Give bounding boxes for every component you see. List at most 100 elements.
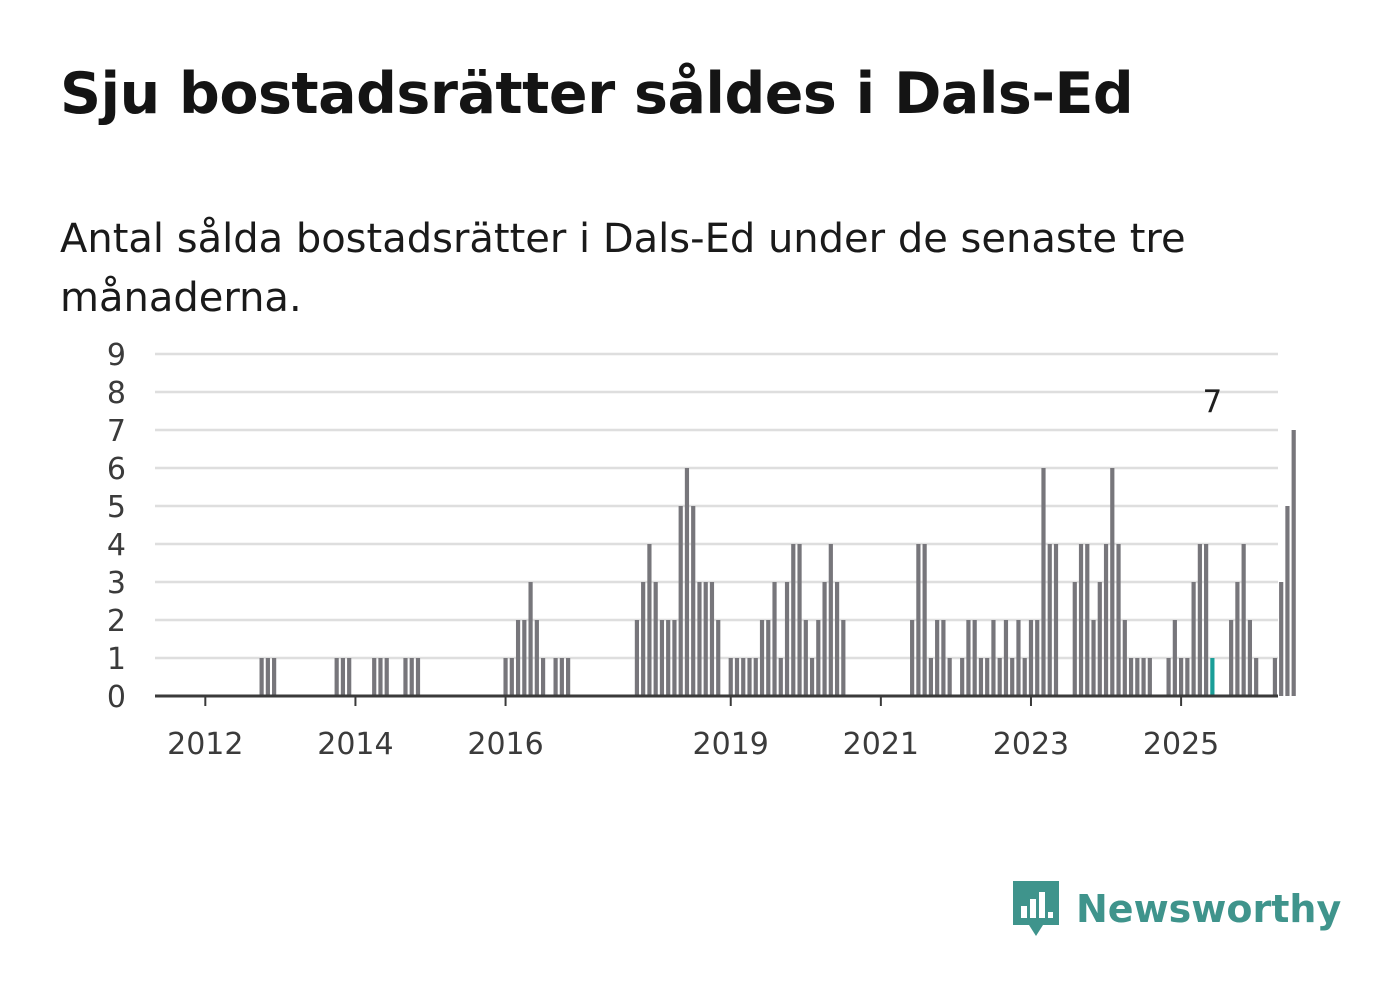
highlight-value-label: 7 [1203, 384, 1223, 420]
bar [566, 658, 571, 696]
bar [540, 658, 546, 696]
bar [1072, 582, 1077, 696]
bar [1035, 620, 1040, 696]
highlight-bar [1210, 658, 1215, 696]
bar [1028, 620, 1034, 696]
bar [559, 658, 564, 696]
bar [1091, 620, 1096, 696]
bar [1147, 658, 1152, 696]
bar [753, 658, 758, 696]
bar [784, 582, 790, 696]
bar [659, 620, 665, 696]
bar [265, 658, 270, 696]
y-tick-label: 7 [107, 414, 126, 449]
bar [828, 544, 833, 696]
x-tick-label: 2012 [167, 727, 243, 762]
bar [1166, 658, 1171, 696]
bar [703, 582, 708, 696]
bar [985, 658, 990, 696]
bar [922, 544, 927, 696]
bar [697, 582, 702, 696]
chart-subtitle: Antal sålda bostadsrätter i Dals-Ed unde… [60, 216, 1186, 321]
bar [716, 620, 721, 696]
bar [691, 506, 696, 696]
bar [403, 658, 408, 696]
x-tick-label: 2016 [467, 727, 543, 762]
bar [1085, 544, 1090, 696]
bar [978, 658, 984, 696]
newsworthy-chat-bars-icon [1013, 881, 1059, 936]
bar [916, 544, 921, 696]
bar [803, 620, 808, 696]
bar [1185, 658, 1190, 696]
bar [1204, 544, 1209, 696]
bar [1229, 620, 1234, 696]
bar [966, 620, 971, 696]
bar [684, 468, 690, 696]
brand-name: Newsworthy [1076, 887, 1342, 931]
bar [509, 658, 514, 696]
bar [960, 658, 965, 696]
bar [709, 582, 715, 696]
bar [1047, 544, 1052, 696]
bar [672, 620, 677, 696]
x-tick-label: 2023 [993, 727, 1069, 762]
bar [772, 582, 777, 696]
bar [928, 658, 933, 696]
bar [409, 658, 414, 696]
bar [822, 582, 827, 696]
y-tick-label: 8 [107, 376, 126, 411]
bar [666, 620, 671, 696]
brand-logo: Newsworthy [1010, 877, 1341, 941]
y-tick-label: 4 [107, 528, 126, 563]
bar [1103, 544, 1109, 696]
bar [553, 658, 558, 696]
bar [534, 620, 539, 696]
bar [415, 658, 421, 696]
x-tick-label: 2014 [317, 727, 393, 762]
bar [1022, 658, 1027, 696]
bar [797, 544, 802, 696]
bar [1172, 620, 1177, 696]
bar [997, 658, 1002, 696]
gridlines [155, 352, 1278, 660]
y-tick-label: 1 [107, 642, 126, 677]
bar [259, 658, 264, 696]
bar [1141, 658, 1146, 696]
bar [647, 544, 652, 696]
bar [1247, 620, 1253, 696]
bar [272, 658, 277, 696]
bar [747, 658, 752, 696]
bar [809, 658, 815, 696]
bar [334, 658, 339, 696]
bar [1135, 658, 1140, 696]
bar [759, 620, 765, 696]
bar [528, 582, 533, 696]
bar [1116, 544, 1121, 696]
bar [503, 658, 508, 696]
bar [816, 620, 821, 696]
bar [972, 620, 977, 696]
bar [522, 620, 527, 696]
bar [941, 620, 946, 696]
bar-labels: 7 [1203, 384, 1223, 420]
bar [347, 658, 352, 696]
bar [372, 658, 377, 696]
x-axis-ticks: 2012 2014 2016 2019 2021 2023 2025 [167, 696, 1219, 762]
bar [515, 620, 521, 696]
bar [841, 620, 846, 696]
bar [935, 620, 940, 696]
y-tick-label: 3 [107, 566, 126, 601]
bar [991, 620, 996, 696]
bar [1122, 620, 1127, 696]
bar [1235, 582, 1240, 696]
bar [1010, 658, 1015, 696]
bar [910, 620, 915, 696]
bar [1078, 544, 1084, 696]
bar [653, 582, 658, 696]
bar [1279, 582, 1284, 696]
y-tick-label: 9 [107, 338, 126, 373]
bar [378, 658, 383, 696]
